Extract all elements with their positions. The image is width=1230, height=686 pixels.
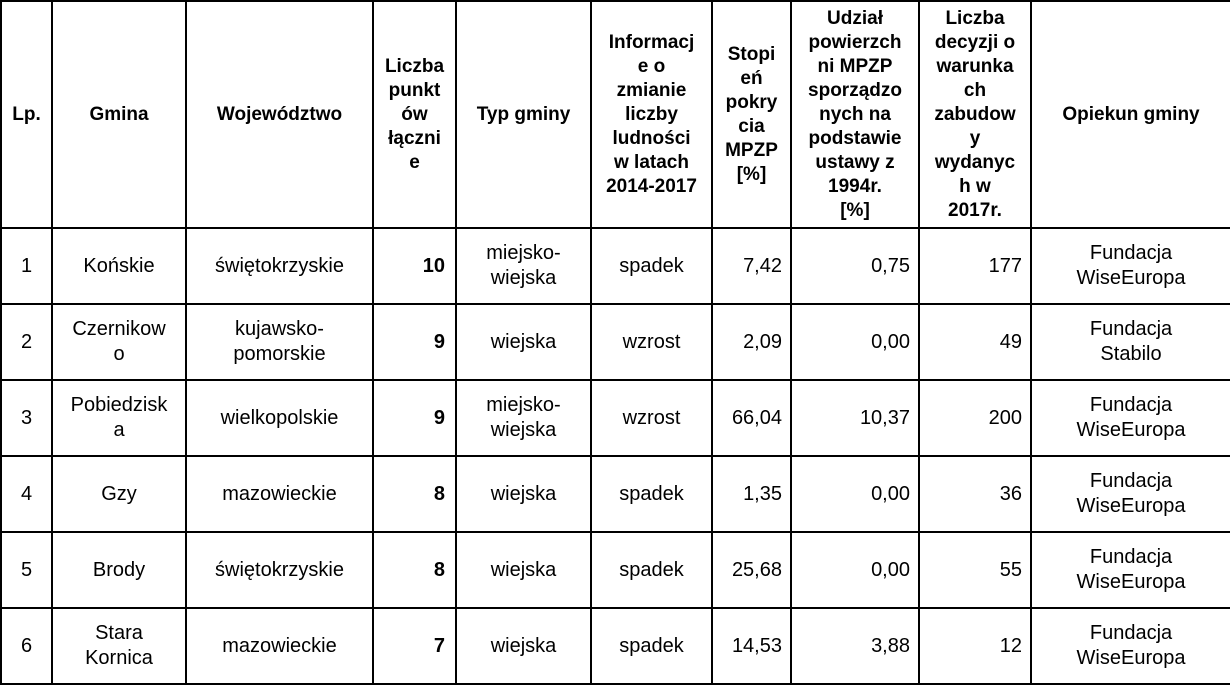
table-row: 1 Końskie świętokrzyskie 10 miejsko- wie… bbox=[0, 227, 1230, 305]
header-udzial-mpzp-1994: Udział powierzch ni MPZP sporządzo nych … bbox=[790, 0, 920, 229]
cell-pokrycie-mpzp: 66,04 bbox=[711, 379, 792, 457]
cell-decyzje-wz: 200 bbox=[918, 379, 1032, 457]
cell-gmina: Brody bbox=[51, 531, 187, 609]
cell-wojewodztwo: mazowieckie bbox=[185, 455, 374, 533]
cell-liczba-punktow: 10 bbox=[372, 227, 457, 305]
cell-udzial-mpzp-1994: 10,37 bbox=[790, 379, 920, 457]
table-row: 4 Gzy mazowieckie 8 wiejska spadek 1,35 … bbox=[0, 455, 1230, 533]
header-zmiana-ludnosci: Informacj e o zmianie liczby ludności w … bbox=[590, 0, 713, 229]
cell-opiekun-gminy: Fundacja WiseEuropa bbox=[1030, 531, 1230, 609]
cell-opiekun-gminy: Fundacja WiseEuropa bbox=[1030, 379, 1230, 457]
cell-pokrycie-mpzp: 14,53 bbox=[711, 607, 792, 685]
cell-zmiana-ludnosci: spadek bbox=[590, 607, 713, 685]
cell-liczba-punktow: 9 bbox=[372, 379, 457, 457]
cell-decyzje-wz: 177 bbox=[918, 227, 1032, 305]
cell-pokrycie-mpzp: 2,09 bbox=[711, 303, 792, 381]
cell-pokrycie-mpzp: 25,68 bbox=[711, 531, 792, 609]
cell-zmiana-ludnosci: wzrost bbox=[590, 303, 713, 381]
table-row: 6 Stara Kornica mazowieckie 7 wiejska sp… bbox=[0, 607, 1230, 685]
cell-decyzje-wz: 49 bbox=[918, 303, 1032, 381]
cell-lp: 3 bbox=[0, 379, 53, 457]
cell-opiekun-gminy: Fundacja WiseEuropa bbox=[1030, 227, 1230, 305]
cell-wojewodztwo: mazowieckie bbox=[185, 607, 374, 685]
cell-udzial-mpzp-1994: 0,00 bbox=[790, 303, 920, 381]
header-wojewodztwo: Województwo bbox=[185, 0, 374, 229]
cell-decyzje-wz: 36 bbox=[918, 455, 1032, 533]
cell-opiekun-gminy: Fundacja WiseEuropa bbox=[1030, 607, 1230, 685]
cell-typ-gminy: wiejska bbox=[455, 455, 592, 533]
cell-decyzje-wz: 55 bbox=[918, 531, 1032, 609]
cell-opiekun-gminy: Fundacja WiseEuropa bbox=[1030, 455, 1230, 533]
cell-udzial-mpzp-1994: 0,00 bbox=[790, 531, 920, 609]
header-pokrycie-mpzp: Stopi eń pokry cia MPZP [%] bbox=[711, 0, 792, 229]
header-typ-gminy: Typ gminy bbox=[455, 0, 592, 229]
table-header-row: Lp. Gmina Województwo Liczba punkt ów łą… bbox=[0, 0, 1230, 229]
cell-lp: 2 bbox=[0, 303, 53, 381]
cell-liczba-punktow: 7 bbox=[372, 607, 457, 685]
cell-decyzje-wz: 12 bbox=[918, 607, 1032, 685]
cell-lp: 6 bbox=[0, 607, 53, 685]
cell-pokrycie-mpzp: 7,42 bbox=[711, 227, 792, 305]
header-liczba-punktow: Liczba punkt ów łączni e bbox=[372, 0, 457, 229]
header-decyzje-wz: Liczba decyzji o warunka ch zabudow y wy… bbox=[918, 0, 1032, 229]
cell-liczba-punktow: 8 bbox=[372, 455, 457, 533]
cell-lp: 4 bbox=[0, 455, 53, 533]
cell-zmiana-ludnosci: wzrost bbox=[590, 379, 713, 457]
cell-zmiana-ludnosci: spadek bbox=[590, 227, 713, 305]
cell-lp: 1 bbox=[0, 227, 53, 305]
cell-zmiana-ludnosci: spadek bbox=[590, 455, 713, 533]
cell-typ-gminy: wiejska bbox=[455, 607, 592, 685]
cell-opiekun-gminy: Fundacja Stabilo bbox=[1030, 303, 1230, 381]
cell-lp: 5 bbox=[0, 531, 53, 609]
header-gmina: Gmina bbox=[51, 0, 187, 229]
cell-wojewodztwo: kujawsko- pomorskie bbox=[185, 303, 374, 381]
cell-wojewodztwo: świętokrzyskie bbox=[185, 531, 374, 609]
cell-wojewodztwo: wielkopolskie bbox=[185, 379, 374, 457]
cell-gmina: Końskie bbox=[51, 227, 187, 305]
cell-liczba-punktow: 8 bbox=[372, 531, 457, 609]
cell-gmina: Pobiedzisk a bbox=[51, 379, 187, 457]
cell-gmina: Stara Kornica bbox=[51, 607, 187, 685]
cell-typ-gminy: miejsko- wiejska bbox=[455, 379, 592, 457]
cell-gmina: Gzy bbox=[51, 455, 187, 533]
cell-liczba-punktow: 9 bbox=[372, 303, 457, 381]
cell-zmiana-ludnosci: spadek bbox=[590, 531, 713, 609]
table-row: 3 Pobiedzisk a wielkopolskie 9 miejsko- … bbox=[0, 379, 1230, 457]
cell-udzial-mpzp-1994: 0,00 bbox=[790, 455, 920, 533]
cell-typ-gminy: wiejska bbox=[455, 531, 592, 609]
header-opiekun-gminy: Opiekun gminy bbox=[1030, 0, 1230, 229]
header-lp: Lp. bbox=[0, 0, 53, 229]
cell-gmina: Czernikow o bbox=[51, 303, 187, 381]
cell-typ-gminy: wiejska bbox=[455, 303, 592, 381]
cell-udzial-mpzp-1994: 3,88 bbox=[790, 607, 920, 685]
cell-wojewodztwo: świętokrzyskie bbox=[185, 227, 374, 305]
cell-udzial-mpzp-1994: 0,75 bbox=[790, 227, 920, 305]
cell-typ-gminy: miejsko- wiejska bbox=[455, 227, 592, 305]
table-row: 2 Czernikow o kujawsko- pomorskie 9 wiej… bbox=[0, 303, 1230, 381]
cell-pokrycie-mpzp: 1,35 bbox=[711, 455, 792, 533]
table-row: 5 Brody świętokrzyskie 8 wiejska spadek … bbox=[0, 531, 1230, 609]
